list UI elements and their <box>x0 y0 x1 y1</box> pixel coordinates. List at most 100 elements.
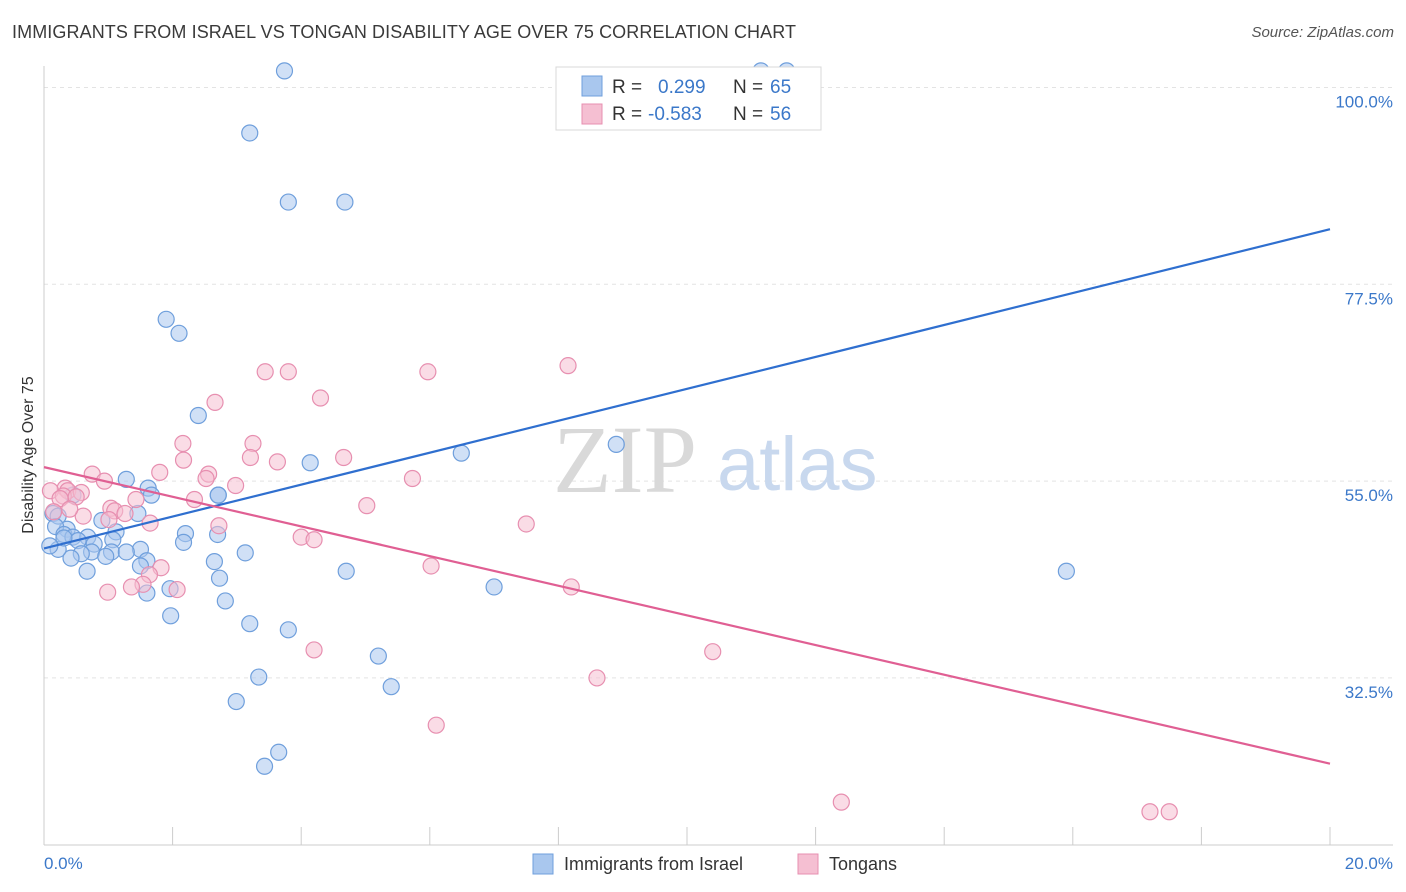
point-israel <box>170 324 188 342</box>
point-tongans <box>116 504 134 523</box>
point-israel <box>216 592 234 610</box>
x-tick-label: 0.0% <box>44 854 83 873</box>
series-legend: Immigrants from Israel Tongans <box>532 853 897 875</box>
point-israel <box>255 757 274 775</box>
point-tongans <box>122 578 141 596</box>
point-israel <box>62 549 80 567</box>
bottom-legend-swatch-tongans <box>797 853 819 875</box>
point-tongans <box>127 490 145 509</box>
point-israel <box>485 578 503 596</box>
point-tongans <box>1160 803 1178 821</box>
y-tick-label: 77.5% <box>1345 289 1393 308</box>
point-tongans <box>279 363 297 381</box>
point-israel <box>279 621 297 639</box>
point-israel <box>157 310 175 328</box>
point-tongans <box>241 448 260 467</box>
point-israel <box>209 486 227 504</box>
point-tongans <box>256 363 274 381</box>
point-tongans <box>45 503 63 521</box>
legend-r-label-israel: R = <box>612 77 642 98</box>
correlation-legend: R = 0.299 N = 65 R = -0.583 N = 56 <box>555 66 822 131</box>
point-israel <box>275 62 294 80</box>
point-israel <box>301 454 319 472</box>
bottom-legend-label-israel: Immigrants from Israel <box>564 854 743 874</box>
point-tongans <box>74 507 92 525</box>
trend-lines <box>43 228 1331 765</box>
point-israel <box>241 615 259 633</box>
point-tongans <box>517 515 535 533</box>
source-label: Source: ZipAtlas.com <box>1251 24 1394 41</box>
point-israel <box>250 668 268 686</box>
point-israel <box>210 569 229 587</box>
point-israel <box>174 533 193 551</box>
point-israel <box>1057 562 1075 580</box>
point-tongans <box>100 511 118 529</box>
point-tongans <box>305 641 323 659</box>
trend-line-israel <box>43 228 1331 550</box>
point-tongans <box>244 434 262 453</box>
point-tongans <box>210 517 228 535</box>
point-israel <box>336 193 354 211</box>
legend-r-value-tongans: -0.583 <box>648 104 702 125</box>
point-tongans <box>335 448 353 467</box>
point-tongans <box>99 583 117 601</box>
point-israel <box>78 562 96 580</box>
x-tick-labels: 0.0% 20.0% <box>44 854 1393 873</box>
point-israel <box>607 435 625 453</box>
point-tongans <box>197 469 215 488</box>
y-tick-labels: 32.5% 55.0% 77.5% 100.0% <box>1335 92 1393 701</box>
y-axis-label: Disability Age Over 75 <box>20 376 37 534</box>
legend-n-label-tongans: N = <box>733 104 763 125</box>
point-israel <box>369 647 387 665</box>
point-israel <box>227 692 245 711</box>
watermark-zip: ZIP <box>553 406 697 513</box>
point-israel <box>270 743 288 761</box>
point-israel <box>162 607 180 625</box>
point-israel <box>279 193 297 211</box>
trend-line-tongans <box>43 466 1331 765</box>
point-tongans <box>358 497 376 515</box>
data-points <box>41 62 1178 821</box>
point-tongans <box>227 476 245 495</box>
y-tick-label: 55.0% <box>1345 486 1393 505</box>
legend-r-value-israel: 0.299 <box>658 77 706 98</box>
point-tongans <box>174 434 192 453</box>
point-tongans <box>422 557 440 575</box>
point-israel <box>117 543 135 561</box>
point-tongans <box>419 363 437 381</box>
point-tongans <box>427 716 445 734</box>
point-tongans <box>559 357 577 375</box>
legend-n-value-tongans: 56 <box>770 104 791 125</box>
point-israel <box>205 552 223 571</box>
grid-lines <box>44 86 1393 679</box>
axes <box>43 66 1393 846</box>
bottom-legend-swatch-israel <box>532 853 554 875</box>
point-tongans <box>168 580 186 599</box>
y-tick-label: 32.5% <box>1345 683 1393 702</box>
point-israel <box>337 562 355 580</box>
bottom-legend-label-tongans: Tongans <box>829 854 897 874</box>
point-tongans <box>1141 803 1159 821</box>
point-israel <box>97 547 115 565</box>
point-tongans <box>588 669 606 687</box>
point-israel <box>117 470 135 488</box>
point-tongans <box>151 463 169 481</box>
legend-n-label-israel: N = <box>733 77 763 98</box>
legend-r-label-tongans: R = <box>612 104 642 125</box>
point-tongans <box>305 531 323 549</box>
point-tongans <box>206 393 224 411</box>
point-tongans <box>832 793 850 811</box>
point-tongans <box>61 500 79 518</box>
point-israel <box>452 444 470 462</box>
point-tongans <box>268 453 287 471</box>
point-tongans <box>704 643 722 661</box>
y-tick-label: 100.0% <box>1335 92 1393 111</box>
x-tick-label: 20.0% <box>1345 854 1393 873</box>
legend-n-value-israel: 65 <box>770 77 791 98</box>
watermark-atlas: atlas <box>717 422 878 507</box>
point-israel <box>236 544 254 562</box>
point-tongans <box>311 389 330 407</box>
legend-swatch-tongans <box>581 103 603 125</box>
watermark: ZIP atlas <box>553 406 878 513</box>
legend-swatch-israel <box>581 75 603 97</box>
